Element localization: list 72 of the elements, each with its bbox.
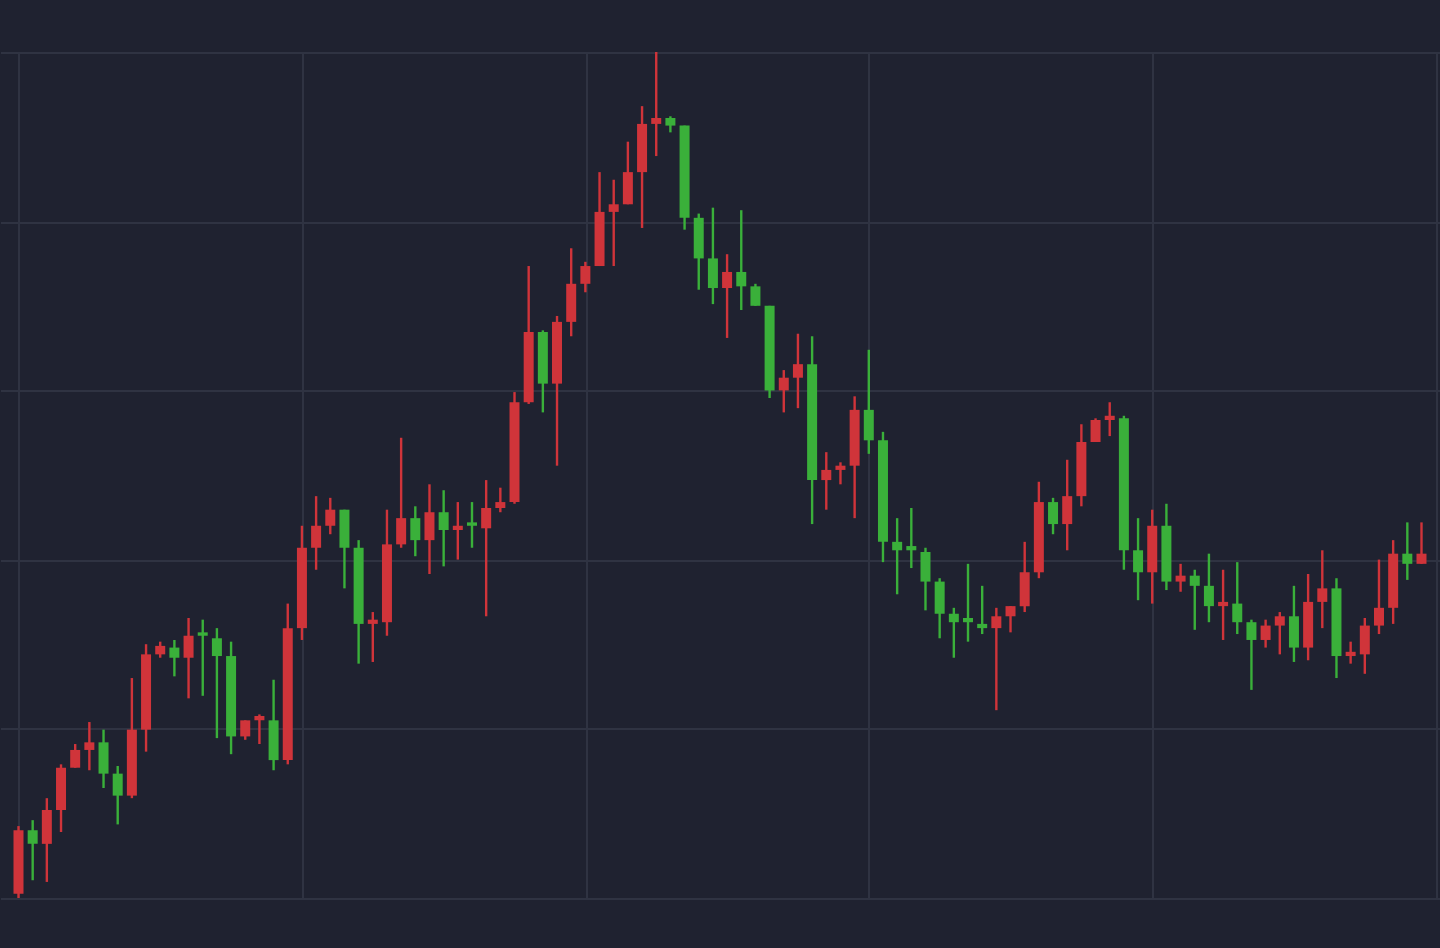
candlestick bbox=[1402, 521, 1413, 582]
candlestick bbox=[1062, 458, 1073, 552]
candlestick bbox=[438, 489, 449, 568]
candlestick bbox=[311, 494, 322, 571]
candlestick bbox=[1175, 562, 1186, 593]
candlestick bbox=[835, 461, 846, 486]
candlestick bbox=[112, 764, 123, 826]
candlestick bbox=[1005, 604, 1016, 634]
candlestick bbox=[622, 140, 633, 206]
candlestick bbox=[1203, 552, 1214, 624]
candlestick bbox=[169, 638, 180, 678]
candlestick bbox=[963, 562, 973, 643]
candlestick bbox=[27, 818, 38, 882]
candlestick bbox=[580, 260, 591, 294]
candlestick bbox=[1147, 508, 1158, 605]
candlestick bbox=[1288, 584, 1299, 664]
candlestick bbox=[70, 742, 81, 769]
candlestick bbox=[254, 713, 265, 746]
candlestick bbox=[410, 505, 421, 558]
candlestick bbox=[1274, 610, 1285, 656]
candlestick bbox=[1189, 568, 1200, 632]
candlestick bbox=[1232, 560, 1243, 636]
candlestick bbox=[991, 606, 1002, 712]
candlestick bbox=[906, 506, 917, 570]
candlestick bbox=[495, 486, 506, 514]
candlestick bbox=[467, 500, 477, 549]
candlestick bbox=[948, 606, 959, 659]
candlestick bbox=[424, 483, 435, 576]
candlestick bbox=[722, 252, 733, 340]
candlestick bbox=[84, 720, 95, 772]
candlestick bbox=[792, 332, 803, 410]
candlestick bbox=[1246, 618, 1257, 692]
candlestick bbox=[325, 496, 336, 536]
candlestick bbox=[863, 348, 874, 456]
candlestick bbox=[1104, 401, 1115, 438]
candlestick bbox=[1345, 640, 1356, 665]
candlestick bbox=[396, 436, 407, 549]
candlestick bbox=[183, 616, 194, 700]
candlestick bbox=[566, 247, 577, 338]
candlestick bbox=[1416, 521, 1427, 566]
candlestick bbox=[651, 50, 662, 158]
candlestick bbox=[197, 618, 208, 698]
candlestick bbox=[821, 450, 832, 511]
candlestick bbox=[736, 209, 747, 312]
candlestick bbox=[1048, 496, 1059, 536]
candlestick bbox=[339, 508, 350, 590]
candlestick bbox=[920, 546, 931, 612]
candlestick bbox=[934, 577, 945, 640]
candlestick bbox=[98, 728, 109, 790]
candlestick bbox=[56, 763, 67, 834]
candlestick bbox=[1218, 568, 1229, 642]
candlestick bbox=[41, 796, 52, 884]
candlestick bbox=[1303, 572, 1314, 662]
candlestick bbox=[707, 206, 718, 306]
candlestick bbox=[750, 282, 761, 307]
candlestick bbox=[1317, 549, 1328, 630]
candlestick bbox=[608, 178, 619, 268]
candlestick bbox=[211, 626, 222, 740]
candlestick bbox=[367, 610, 378, 664]
candlestick bbox=[1373, 558, 1384, 636]
candlestick bbox=[778, 368, 789, 414]
candlestick bbox=[1260, 618, 1271, 649]
candlestick bbox=[1359, 616, 1370, 676]
candlestick bbox=[481, 478, 492, 618]
candlestick bbox=[892, 516, 903, 596]
candlestick bbox=[1133, 516, 1144, 602]
candlestick bbox=[268, 678, 279, 772]
candlestick bbox=[693, 212, 704, 291]
candlestick bbox=[452, 500, 463, 561]
candlestick bbox=[1019, 540, 1030, 614]
candlestick bbox=[240, 719, 251, 741]
candlestick bbox=[977, 584, 988, 636]
